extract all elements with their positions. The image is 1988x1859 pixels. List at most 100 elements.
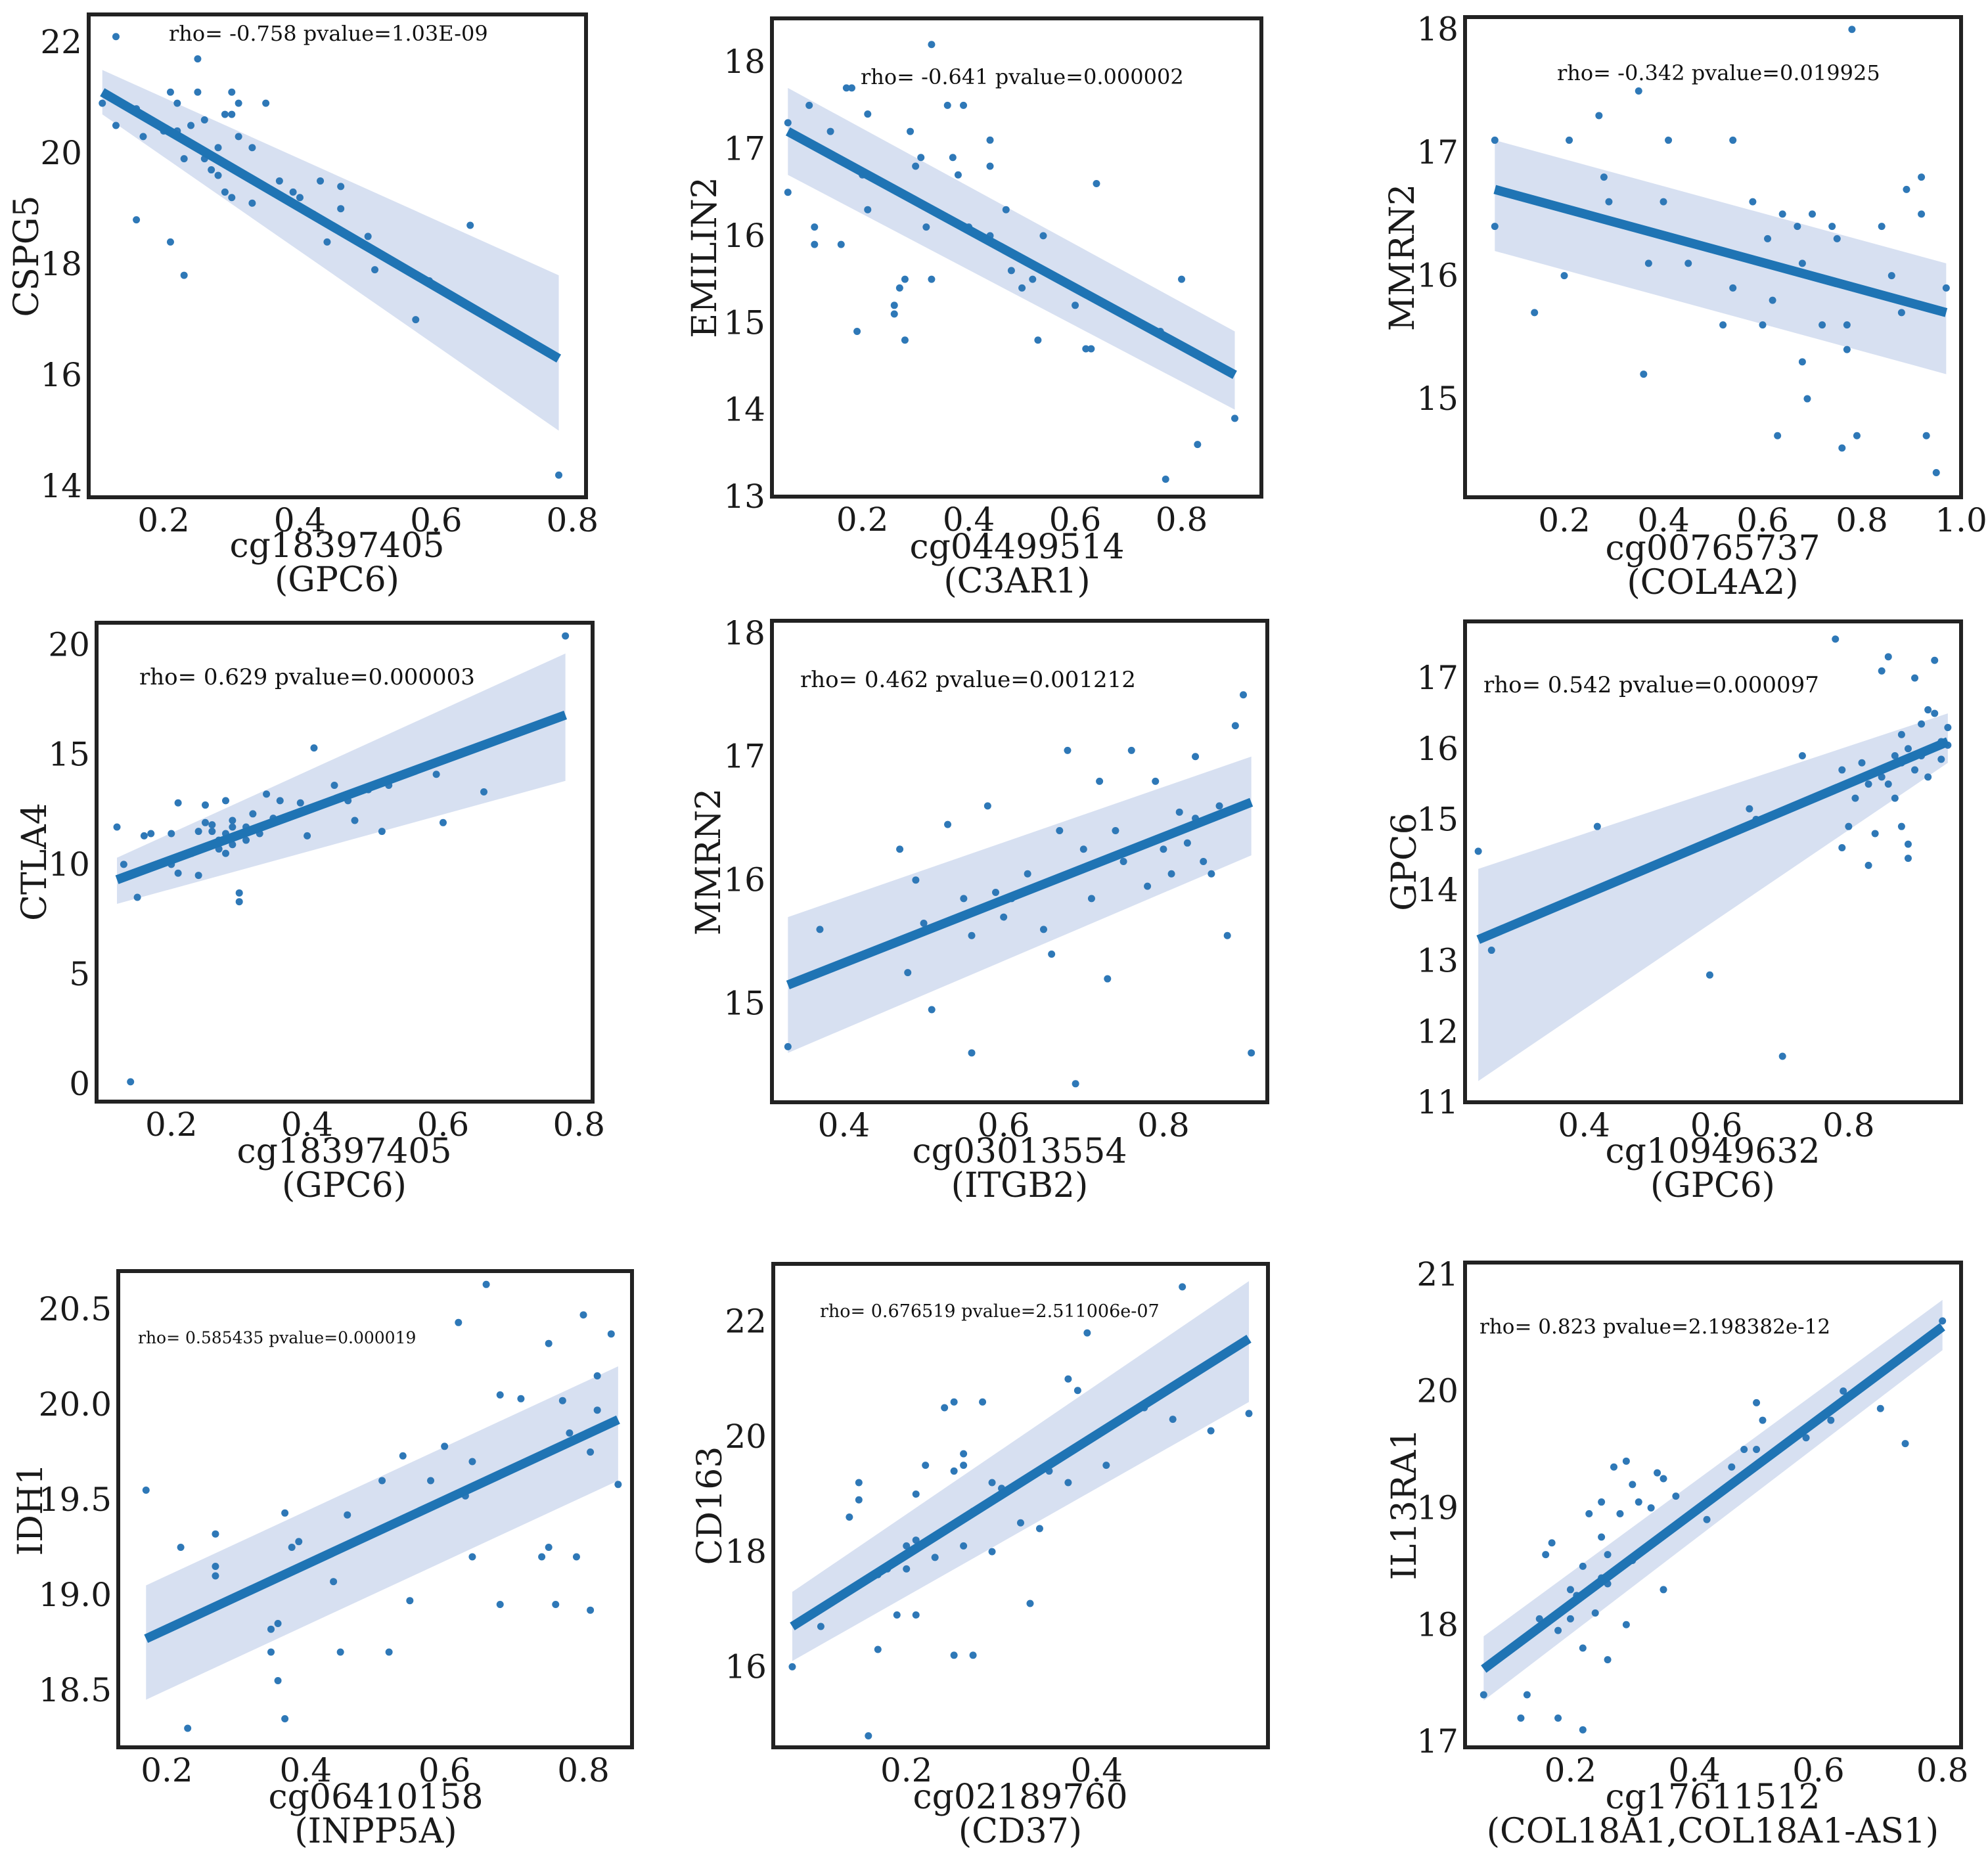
data-point xyxy=(235,99,242,107)
panel-4: rho= 0.629 pvalue=0.000003 CTLA4 cg18397… xyxy=(15,621,605,1205)
data-point xyxy=(1924,773,1932,781)
data-point xyxy=(1778,210,1786,218)
data-point xyxy=(1622,1457,1630,1465)
data-point xyxy=(295,1538,303,1546)
y-tick-label: 16 xyxy=(723,861,765,899)
data-point xyxy=(1937,755,1945,763)
data-point xyxy=(1579,1562,1587,1570)
data-point xyxy=(1208,870,1215,878)
plot-frame xyxy=(116,1269,634,1749)
x-tick-label: 0.6 xyxy=(1792,1751,1845,1789)
x-tick-label: 0.8 xyxy=(1916,1751,1969,1789)
confidence-band xyxy=(1478,713,1948,1081)
y-tick-label: 13 xyxy=(1416,942,1458,980)
data-point xyxy=(1911,674,1919,682)
data-point xyxy=(1644,259,1652,267)
data-point xyxy=(931,1554,939,1561)
data-point xyxy=(986,136,994,144)
x-tick-label: 0.6 xyxy=(1690,1106,1743,1144)
data-point xyxy=(1635,87,1642,95)
data-point xyxy=(1833,235,1841,242)
data-point xyxy=(337,205,345,213)
data-point xyxy=(1759,321,1767,329)
data-point xyxy=(1878,667,1886,675)
x-tick-label: 0.8 xyxy=(557,1751,610,1789)
data-point xyxy=(1616,1510,1624,1517)
y-tick-label: 18 xyxy=(723,614,765,652)
data-point xyxy=(1809,210,1816,218)
data-point xyxy=(1864,780,1872,788)
data-point xyxy=(1034,336,1042,344)
confidence-band xyxy=(792,1281,1250,1661)
data-point xyxy=(1517,1714,1525,1722)
plot-area xyxy=(784,41,1239,483)
y-tick-label: 16 xyxy=(1416,257,1458,295)
data-point xyxy=(1231,722,1239,730)
y-tick-label: 18 xyxy=(1416,1605,1458,1644)
x-tick-label: 0.4 xyxy=(281,1106,334,1144)
data-point xyxy=(1029,275,1037,283)
data-point xyxy=(330,1578,338,1586)
data-point xyxy=(890,302,898,309)
data-point xyxy=(187,122,195,129)
data-point xyxy=(174,869,182,877)
data-point xyxy=(1897,309,1905,317)
data-point xyxy=(212,1530,219,1538)
x-tick-label: 0.2 xyxy=(880,1751,933,1789)
data-point xyxy=(235,889,243,897)
data-point xyxy=(960,1450,968,1458)
y-tick-label: 16 xyxy=(1416,730,1458,768)
data-point xyxy=(289,188,297,196)
x-tick-label: 0.4 xyxy=(1668,1751,1721,1789)
data-point xyxy=(427,1477,435,1485)
x-tick-label: 0.6 xyxy=(1049,501,1102,539)
data-point xyxy=(1604,1551,1612,1559)
regression-line xyxy=(144,1415,620,1644)
data-point xyxy=(545,1339,553,1347)
data-point xyxy=(201,801,209,809)
x-axis-label: cg02189760 xyxy=(913,1778,1127,1817)
x-axis-sublabel: (CD37) xyxy=(959,1812,1082,1851)
plot-frame xyxy=(87,12,588,499)
data-point xyxy=(112,33,120,41)
data-point xyxy=(1024,870,1031,878)
y-tick-label: 15 xyxy=(1416,380,1458,418)
data-point xyxy=(950,1467,958,1475)
x-tick-label: 0.2 xyxy=(137,501,190,539)
x-tick-label: 0.4 xyxy=(818,1106,870,1144)
data-point xyxy=(1728,1463,1736,1471)
data-point xyxy=(1039,232,1047,240)
data-point xyxy=(1891,794,1899,802)
data-point xyxy=(248,144,256,152)
data-point xyxy=(1778,1052,1786,1060)
data-point xyxy=(468,1458,476,1466)
data-point xyxy=(378,828,386,836)
data-point xyxy=(1719,321,1727,329)
data-point xyxy=(1827,1416,1835,1424)
plot-frame xyxy=(1463,619,1963,1104)
data-point xyxy=(842,84,850,92)
data-point xyxy=(874,1646,882,1653)
data-point xyxy=(941,1404,949,1412)
data-point xyxy=(901,336,909,344)
x-tick-label: 0.8 xyxy=(1836,501,1888,539)
data-point xyxy=(986,162,994,170)
y-tick-label: 18 xyxy=(1416,11,1458,49)
data-point xyxy=(406,1597,414,1605)
data-point xyxy=(208,828,216,836)
annotation-text: rho= 0.823 pvalue=2.198382e-12 xyxy=(1480,1315,1830,1339)
data-point xyxy=(267,1648,275,1656)
plot-frame xyxy=(771,1262,1270,1749)
data-point xyxy=(545,1544,553,1551)
data-point xyxy=(1231,414,1239,422)
data-point xyxy=(901,275,909,283)
data-point xyxy=(1876,1404,1884,1412)
data-point xyxy=(1918,210,1926,218)
data-point xyxy=(1729,136,1737,144)
annotation-text: rho= 0.585435 pvalue=0.000019 xyxy=(138,1328,416,1347)
data-point xyxy=(1746,805,1753,813)
data-point xyxy=(1729,284,1737,292)
data-point xyxy=(1160,845,1167,853)
data-point xyxy=(1802,1434,1810,1442)
data-point xyxy=(468,1553,476,1561)
